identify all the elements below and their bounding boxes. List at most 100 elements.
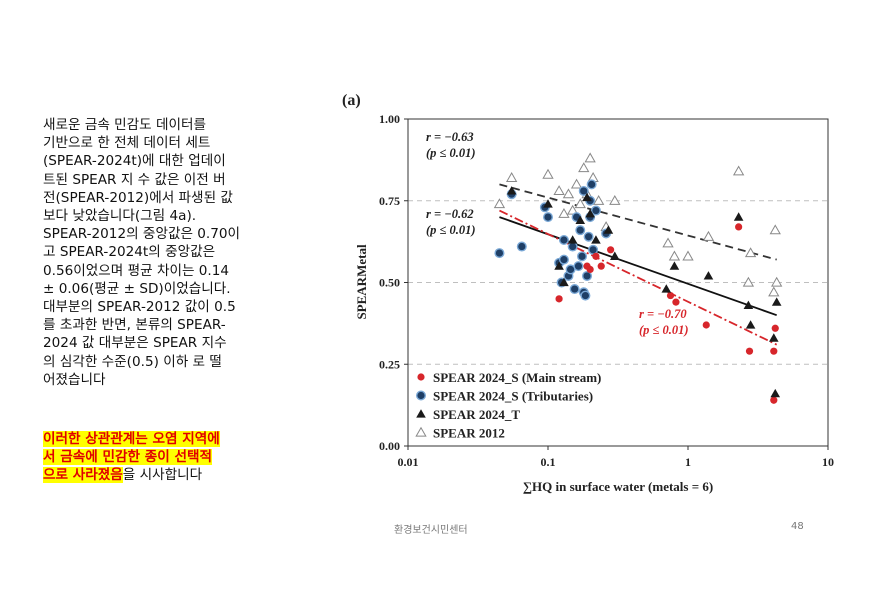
data-point (562, 188, 575, 199)
correlation-r-label: r = −0.63 (426, 130, 474, 144)
data-point (771, 324, 779, 332)
scatter-chart: (a) 0.00 0.25 0.50 0.75 1.00 0.01 0.1 1 10 SPEA… (342, 92, 834, 494)
data-point (585, 209, 595, 218)
highlighted-conclusion: 이러한 상관관계는 오염 지역에 서 금속에 민감한 종이 선택적 으로 사라졌… (43, 431, 220, 484)
legend-marker (416, 409, 426, 418)
data-point (597, 262, 605, 270)
data-point (543, 199, 553, 208)
legend-label: SPEAR 2024_S (Tributaries) (433, 389, 593, 404)
data-point (583, 231, 594, 242)
data-point (662, 237, 674, 248)
data-point (744, 247, 757, 258)
data-point (771, 297, 782, 306)
data-point (588, 244, 599, 255)
data-point (669, 261, 680, 270)
legend-label: SPEAR 2024_T (433, 407, 520, 422)
data-point (661, 284, 672, 293)
data-point (742, 276, 755, 287)
x-axis-ticks: 0.01 0.1 1 10 (398, 446, 834, 469)
data-point (575, 215, 586, 224)
data-point (578, 185, 589, 196)
y-tick-label: 0.50 (379, 276, 400, 290)
correlation-annotations: r = −0.63 (p ≤ 0.01) r = −0.62 (p ≤ 0.01) r … (426, 130, 689, 337)
correlation-r-label: r = −0.70 (639, 307, 687, 321)
y-axis-ticks: 0.00 0.25 0.50 0.75 1.00 (379, 112, 408, 453)
data-point (558, 234, 569, 245)
data-point (768, 333, 779, 342)
data-point (745, 347, 754, 355)
chart-legend: SPEAR 2024_S (Main stream) SPEAR 2024_S (… (415, 370, 601, 441)
data-point (582, 270, 593, 281)
x-tick-label: 0.1 (541, 455, 556, 469)
data-point (732, 165, 745, 176)
legend-label: SPEAR 2012 (433, 426, 505, 441)
data-point (575, 225, 586, 236)
y-tick-label: 0.00 (379, 439, 400, 453)
fit-line (499, 216, 777, 317)
data-point (609, 251, 620, 260)
data-point (573, 261, 584, 272)
data-point (592, 252, 600, 260)
data-point (542, 168, 554, 179)
data-point (582, 192, 592, 202)
legend-marker (417, 373, 425, 381)
data-point (559, 277, 569, 287)
legend-marker (415, 426, 427, 437)
data-point (769, 224, 781, 235)
y-tick-label: 1.00 (379, 112, 400, 126)
footer-organization: 환경보건시민센터 (394, 525, 468, 536)
data-point (733, 212, 744, 221)
data-point (735, 223, 743, 231)
data-point (743, 300, 754, 309)
data-point (591, 235, 601, 244)
data-point (770, 388, 781, 398)
data-point (569, 284, 580, 295)
y-tick-label: 0.25 (379, 357, 400, 371)
y-tick-label: 0.75 (379, 194, 400, 208)
legend-label: SPEAR 2024_S (Main stream) (433, 370, 601, 385)
x-tick-label: 10 (822, 455, 834, 469)
y-axis-label: SPEARMetal (354, 244, 369, 319)
fit-line (499, 183, 777, 261)
fit-line (499, 209, 778, 346)
data-point (555, 295, 563, 303)
data-point (578, 162, 590, 173)
data-point (666, 291, 675, 300)
body-paragraph: 새로운 금속 민감도 데이터를 기반으로 한 전체 데이터 세트 (SPEAR-… (43, 117, 241, 388)
correlation-r-label: r = −0.62 (426, 207, 474, 221)
data-point (553, 185, 565, 196)
data-points (493, 152, 783, 404)
data-point (506, 186, 517, 195)
x-axis-label: ∑HQ in surface water (metals = 6) (523, 479, 713, 494)
data-point (505, 172, 518, 182)
x-tick-label: 1 (685, 455, 691, 469)
data-point (554, 261, 564, 270)
data-point (771, 276, 783, 287)
correlation-p-label: (p ≤ 0.01) (426, 223, 476, 237)
data-point (516, 241, 527, 252)
highlight-block: 이러한 상관관계는 오염 지역에 서 금속에 민감한 종이 선택적 으로 사라졌… (43, 430, 283, 485)
conclusion-tail: 을 시사합니다 (122, 467, 203, 484)
data-point (768, 286, 780, 297)
legend-marker (415, 390, 426, 401)
data-point (607, 246, 615, 254)
data-point (577, 251, 588, 262)
data-point (558, 254, 569, 265)
data-point (703, 271, 714, 280)
data-point (584, 152, 596, 163)
data-point (702, 321, 710, 329)
data-point (682, 250, 694, 261)
fit-lines (499, 183, 778, 346)
correlation-p-label: (p ≤ 0.01) (639, 323, 689, 337)
x-tick-label: 0.01 (398, 455, 419, 469)
data-point (668, 250, 681, 261)
data-point (609, 194, 621, 205)
data-point (603, 225, 614, 234)
data-point (592, 194, 605, 205)
data-point (494, 248, 505, 259)
body-text-block: 새로운 금속 민감도 데이터를 기반으로 한 전체 데이터 세트 (SPEAR-… (43, 116, 283, 389)
data-point (672, 298, 680, 306)
data-point (558, 208, 570, 218)
data-point (745, 320, 756, 329)
data-point (770, 347, 778, 355)
